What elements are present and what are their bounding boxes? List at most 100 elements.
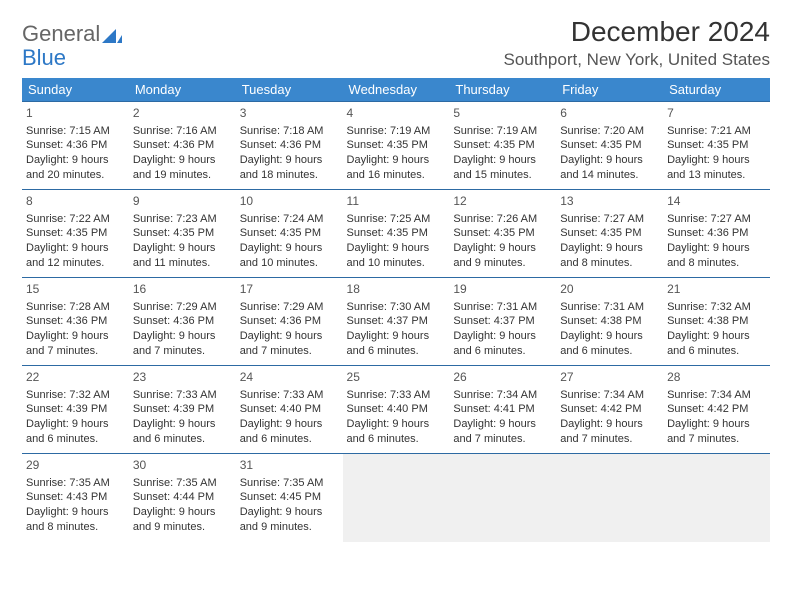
- calendar-day-cell: 16Sunrise: 7:29 AMSunset: 4:36 PMDayligh…: [129, 278, 236, 366]
- logo-sail-icon: [102, 24, 122, 48]
- calendar-table: SundayMondayTuesdayWednesdayThursdayFrid…: [22, 78, 770, 542]
- day-number: 21: [667, 281, 766, 297]
- day-info: Sunrise: 7:32 AMSunset: 4:39 PMDaylight:…: [26, 388, 125, 447]
- calendar-week-row: 29 Sunrise: 7:35 AMSunset: 4:43 PMDayligh…: [22, 454, 770, 542]
- day-info: Sunrise: 7:24 AMSunset: 4:35 PMDaylight:…: [240, 212, 339, 271]
- day-number: 6: [560, 105, 659, 121]
- calendar-day-cell: 31 Sunrise: 7:35 AMSunset: 4:45 PMDayligh…: [236, 454, 343, 542]
- day-number: 29: [26, 457, 125, 473]
- day-number: 31: [240, 457, 339, 473]
- calendar-day-cell: 13Sunrise: 7:27 AMSunset: 4:35 PMDayligh…: [556, 190, 663, 278]
- day-number: 14: [667, 193, 766, 209]
- calendar-day-cell: [663, 454, 770, 542]
- day-number: 27: [560, 369, 659, 385]
- day-info: Sunrise: 7:35 AMSunset: 4:43 PMDaylight:…: [26, 476, 125, 535]
- weekday-header: Wednesday: [343, 78, 450, 102]
- calendar-week-row: 8Sunrise: 7:22 AMSunset: 4:35 PMDaylight…: [22, 190, 770, 278]
- calendar-day-cell: [449, 454, 556, 542]
- day-number: 25: [347, 369, 446, 385]
- day-info: Sunrise: 7:28 AMSunset: 4:36 PMDaylight:…: [26, 300, 125, 359]
- calendar-day-cell: 24Sunrise: 7:33 AMSunset: 4:40 PMDayligh…: [236, 366, 343, 454]
- calendar-day-cell: 6 Sunrise: 7:20 AMSunset: 4:35 PMDaylight…: [556, 102, 663, 190]
- day-info: Sunrise: 7:35 AMSunset: 4:44 PMDaylight:…: [133, 476, 232, 535]
- day-number: 17: [240, 281, 339, 297]
- day-number: 2: [133, 105, 232, 121]
- calendar-day-cell: [556, 454, 663, 542]
- day-number: 23: [133, 369, 232, 385]
- calendar-day-cell: 5 Sunrise: 7:19 AMSunset: 4:35 PMDaylight…: [449, 102, 556, 190]
- day-info: Sunrise: 7:33 AMSunset: 4:39 PMDaylight:…: [133, 388, 232, 447]
- day-info: Sunrise: 7:34 AMSunset: 4:41 PMDaylight:…: [453, 388, 552, 447]
- weekday-header: Tuesday: [236, 78, 343, 102]
- calendar-day-cell: 18 Sunrise: 7:30 AMSunset: 4:37 PMDayligh…: [343, 278, 450, 366]
- day-info: Sunrise: 7:23 AMSunset: 4:35 PMDaylight:…: [133, 212, 232, 271]
- day-info: Sunrise: 7:21 AMSunset: 4:35 PMDaylight:…: [667, 124, 766, 183]
- calendar-week-row: 1 Sunrise: 7:15 AMSunset: 4:36 PMDaylight…: [22, 102, 770, 190]
- day-number: 28: [667, 369, 766, 385]
- calendar-day-cell: 4Sunrise: 7:19 AMSunset: 4:35 PMDaylight…: [343, 102, 450, 190]
- month-title: December 2024: [504, 16, 771, 48]
- day-number: 26: [453, 369, 552, 385]
- calendar-day-cell: 11 Sunrise: 7:25 AMSunset: 4:35 PMDayligh…: [343, 190, 450, 278]
- day-number: 30: [133, 457, 232, 473]
- day-info: Sunrise: 7:29 AMSunset: 4:36 PMDaylight:…: [240, 300, 339, 359]
- day-info: Sunrise: 7:25 AMSunset: 4:35 PMDaylight:…: [347, 212, 446, 271]
- day-info: Sunrise: 7:15 AMSunset: 4:36 PMDaylight:…: [26, 124, 125, 183]
- day-number: 9: [133, 193, 232, 209]
- logo: General Blue: [22, 16, 122, 70]
- day-info: Sunrise: 7:35 AMSunset: 4:45 PMDaylight:…: [240, 476, 339, 535]
- day-number: 5: [453, 105, 552, 121]
- calendar-day-cell: 14 Sunrise: 7:27 AMSunset: 4:36 PMDayligh…: [663, 190, 770, 278]
- calendar-day-cell: 27Sunrise: 7:34 AMSunset: 4:42 PMDayligh…: [556, 366, 663, 454]
- day-number: 19: [453, 281, 552, 297]
- location: Southport, New York, United States: [504, 50, 771, 70]
- calendar-day-cell: 15 Sunrise: 7:28 AMSunset: 4:36 PMDayligh…: [22, 278, 129, 366]
- day-number: 13: [560, 193, 659, 209]
- calendar-day-cell: 8Sunrise: 7:22 AMSunset: 4:35 PMDaylight…: [22, 190, 129, 278]
- weekday-header: Friday: [556, 78, 663, 102]
- weekday-header: Sunday: [22, 78, 129, 102]
- weekday-header: Saturday: [663, 78, 770, 102]
- weekday-header-row: SundayMondayTuesdayWednesdayThursdayFrid…: [22, 78, 770, 102]
- calendar-day-cell: 28 Sunrise: 7:34 AMSunset: 4:42 PMDayligh…: [663, 366, 770, 454]
- calendar-day-cell: 1 Sunrise: 7:15 AMSunset: 4:36 PMDaylight…: [22, 102, 129, 190]
- day-info: Sunrise: 7:19 AMSunset: 4:35 PMDaylight:…: [347, 124, 446, 183]
- calendar-day-cell: [343, 454, 450, 542]
- day-number: 20: [560, 281, 659, 297]
- weekday-header: Monday: [129, 78, 236, 102]
- day-info: Sunrise: 7:32 AMSunset: 4:38 PMDaylight:…: [667, 300, 766, 359]
- day-info: Sunrise: 7:33 AMSunset: 4:40 PMDaylight:…: [240, 388, 339, 447]
- calendar-day-cell: 30 Sunrise: 7:35 AMSunset: 4:44 PMDayligh…: [129, 454, 236, 542]
- day-info: Sunrise: 7:18 AMSunset: 4:36 PMDaylight:…: [240, 124, 339, 183]
- calendar-day-cell: 12Sunrise: 7:26 AMSunset: 4:35 PMDayligh…: [449, 190, 556, 278]
- day-number: 18: [347, 281, 446, 297]
- logo-text-blue: Blue: [22, 45, 66, 70]
- day-number: 11: [347, 193, 446, 209]
- day-number: 12: [453, 193, 552, 209]
- calendar-day-cell: 22 Sunrise: 7:32 AMSunset: 4:39 PMDayligh…: [22, 366, 129, 454]
- day-number: 22: [26, 369, 125, 385]
- day-info: Sunrise: 7:19 AMSunset: 4:35 PMDaylight:…: [453, 124, 552, 183]
- day-info: Sunrise: 7:20 AMSunset: 4:35 PMDaylight:…: [560, 124, 659, 183]
- calendar-day-cell: 7 Sunrise: 7:21 AMSunset: 4:35 PMDaylight…: [663, 102, 770, 190]
- calendar-week-row: 22 Sunrise: 7:32 AMSunset: 4:39 PMDayligh…: [22, 366, 770, 454]
- calendar-day-cell: 9 Sunrise: 7:23 AMSunset: 4:35 PMDaylight…: [129, 190, 236, 278]
- day-info: Sunrise: 7:31 AMSunset: 4:38 PMDaylight:…: [560, 300, 659, 359]
- calendar-day-cell: 29 Sunrise: 7:35 AMSunset: 4:43 PMDayligh…: [22, 454, 129, 542]
- calendar-day-cell: 10 Sunrise: 7:24 AMSunset: 4:35 PMDayligh…: [236, 190, 343, 278]
- day-number: 3: [240, 105, 339, 121]
- day-info: Sunrise: 7:30 AMSunset: 4:37 PMDaylight:…: [347, 300, 446, 359]
- day-number: 7: [667, 105, 766, 121]
- day-number: 8: [26, 193, 125, 209]
- calendar-day-cell: 23 Sunrise: 7:33 AMSunset: 4:39 PMDayligh…: [129, 366, 236, 454]
- day-number: 1: [26, 105, 125, 121]
- calendar-day-cell: 25 Sunrise: 7:33 AMSunset: 4:40 PMDayligh…: [343, 366, 450, 454]
- calendar-day-cell: 2Sunrise: 7:16 AMSunset: 4:36 PMDaylight…: [129, 102, 236, 190]
- weekday-header: Thursday: [449, 78, 556, 102]
- day-info: Sunrise: 7:33 AMSunset: 4:40 PMDaylight:…: [347, 388, 446, 447]
- calendar-day-cell: 20 Sunrise: 7:31 AMSunset: 4:38 PMDayligh…: [556, 278, 663, 366]
- day-number: 15: [26, 281, 125, 297]
- day-info: Sunrise: 7:27 AMSunset: 4:36 PMDaylight:…: [667, 212, 766, 271]
- day-info: Sunrise: 7:34 AMSunset: 4:42 PMDaylight:…: [667, 388, 766, 447]
- day-number: 10: [240, 193, 339, 209]
